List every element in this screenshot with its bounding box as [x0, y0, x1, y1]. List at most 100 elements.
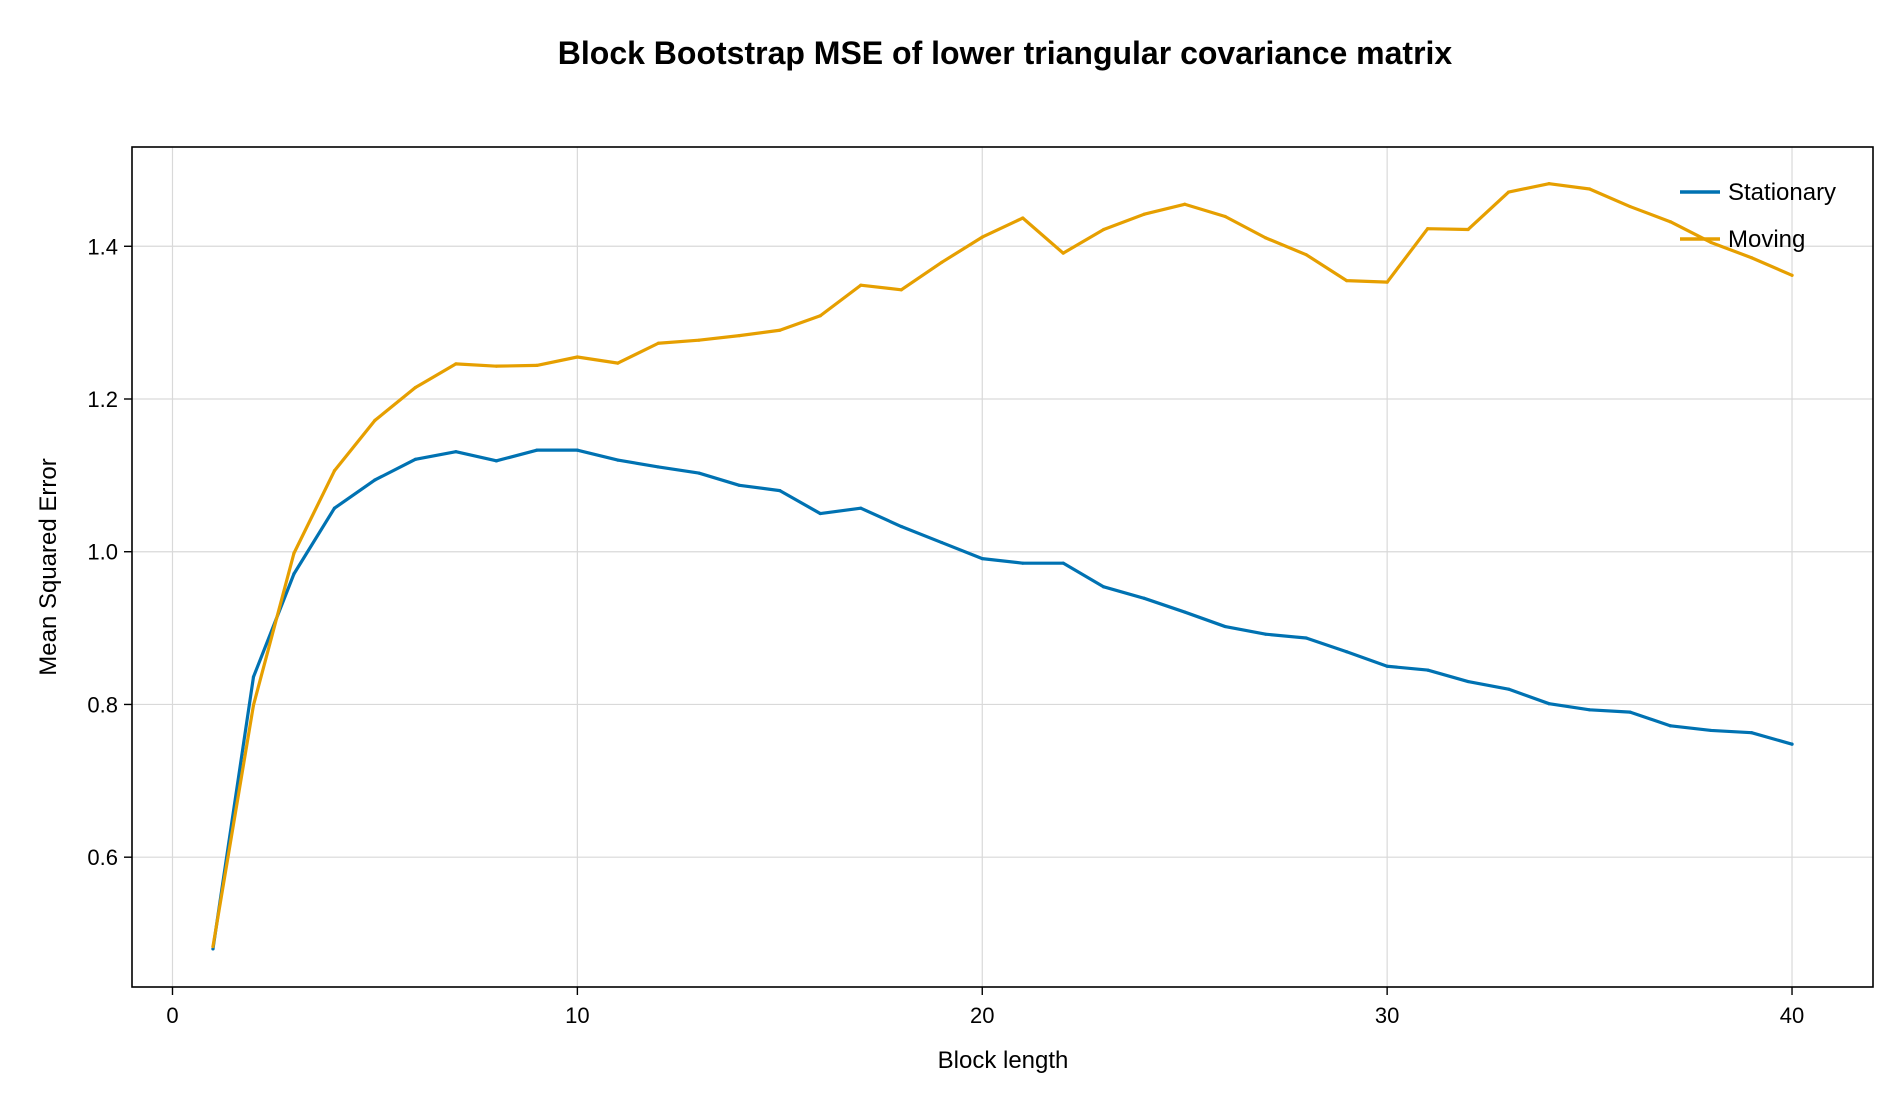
series-line-stationary	[211, 448, 1794, 951]
data-point-stationary	[616, 458, 620, 462]
data-point-stationary	[1385, 664, 1389, 668]
data-point-moving	[1304, 253, 1308, 257]
y-tick-label: 0.8	[87, 692, 118, 717]
data-point-stationary	[1668, 724, 1673, 728]
data-point-stationary	[1142, 596, 1146, 600]
data-point-moving	[1021, 216, 1025, 220]
series-group	[211, 182, 1794, 951]
data-point-moving	[1061, 251, 1065, 255]
data-point-stationary	[1749, 731, 1754, 735]
data-point-moving	[1264, 236, 1268, 240]
data-point-moving	[292, 551, 296, 555]
data-point-stationary	[818, 511, 822, 516]
data-point-moving	[1547, 182, 1551, 186]
data-point-stationary	[859, 506, 863, 510]
data-point-moving	[1587, 187, 1592, 191]
data-point-moving	[251, 703, 256, 707]
data-point-moving	[332, 469, 337, 473]
data-point-stationary	[1304, 636, 1308, 640]
data-point-stationary	[1223, 624, 1227, 629]
data-point-stationary	[940, 540, 944, 545]
data-point-moving	[1709, 240, 1713, 245]
data-point-stationary	[332, 506, 337, 510]
data-point-stationary	[778, 489, 782, 493]
data-point-stationary	[697, 471, 701, 475]
data-point-stationary	[737, 483, 741, 487]
data-point-moving	[1183, 202, 1187, 206]
data-point-moving	[1385, 280, 1389, 284]
x-tick-label: 10	[565, 1003, 589, 1028]
data-point-stationary	[1466, 679, 1470, 684]
legend: Stationary Moving	[1680, 179, 1836, 253]
data-point-moving	[373, 418, 377, 422]
data-point-moving	[697, 338, 701, 342]
data-point-moving	[211, 944, 215, 949]
data-point-stationary	[251, 675, 256, 679]
grid	[132, 147, 1873, 987]
data-point-stationary	[1790, 742, 1794, 746]
data-point-moving	[1668, 220, 1673, 224]
data-point-stationary	[1061, 561, 1065, 565]
data-point-moving	[1102, 227, 1106, 232]
data-point-moving	[454, 362, 458, 366]
data-point-stationary	[1547, 702, 1551, 706]
legend-label-moving: Moving	[1728, 226, 1805, 253]
data-point-moving	[1507, 190, 1511, 194]
data-point-stationary	[494, 459, 498, 463]
legend-label-stationary: Stationary	[1728, 179, 1836, 206]
data-point-stationary	[980, 557, 984, 561]
data-point-moving	[1426, 227, 1430, 231]
data-point-stationary	[1021, 561, 1025, 565]
data-point-moving	[1142, 212, 1146, 216]
data-point-stationary	[899, 524, 903, 529]
data-point-moving	[737, 334, 741, 338]
data-point-stationary	[1102, 585, 1106, 589]
data-point-stationary	[575, 448, 579, 452]
data-point-stationary	[1587, 708, 1592, 712]
series-line-moving	[211, 182, 1794, 949]
data-point-stationary	[1507, 687, 1511, 691]
data-point-moving	[494, 364, 498, 368]
data-point-stationary	[1426, 668, 1430, 672]
data-point-stationary	[1183, 610, 1187, 614]
y-tick-label: 1.2	[87, 387, 118, 412]
y-tick-label: 0.6	[87, 845, 118, 870]
data-point-moving	[575, 355, 579, 359]
data-point-moving	[616, 361, 620, 365]
data-point-moving	[1749, 256, 1754, 260]
data-point-stationary	[1345, 650, 1349, 654]
data-point-moving	[413, 385, 418, 390]
x-tick-label: 20	[970, 1003, 994, 1028]
x-axis-label: Block length	[938, 1047, 1069, 1074]
data-point-stationary	[1264, 632, 1268, 636]
data-point-moving	[1223, 214, 1227, 219]
data-point-moving	[940, 260, 944, 264]
data-point-moving	[656, 341, 660, 345]
chart-title: Block Bootstrap MSE of lower triangular …	[558, 35, 1453, 71]
y-axis-label: Mean Squared Error	[35, 458, 62, 675]
data-point-stationary	[292, 572, 296, 576]
data-point-moving	[1790, 273, 1794, 277]
data-point-stationary	[1628, 710, 1632, 714]
data-point-moving	[1628, 204, 1632, 209]
data-point-stationary	[1709, 728, 1713, 733]
data-point-moving	[859, 283, 863, 287]
data-point-moving	[535, 363, 539, 367]
y-tick-label: 1.4	[87, 234, 118, 259]
axis-ticks: 0 10 20 30 40 0.6 0.8 1.0 1.2 1.4	[87, 234, 1804, 1028]
data-point-stationary	[535, 448, 539, 452]
data-point-moving	[778, 328, 782, 332]
data-point-stationary	[211, 947, 215, 951]
data-point-moving	[818, 314, 822, 318]
x-tick-label: 0	[166, 1003, 178, 1028]
plot-frame	[131, 146, 1874, 988]
x-tick-label: 30	[1375, 1003, 1399, 1028]
data-point-moving	[1345, 279, 1349, 283]
data-point-stationary	[656, 465, 660, 469]
data-point-stationary	[454, 450, 458, 454]
data-point-moving	[899, 288, 903, 292]
data-point-stationary	[373, 478, 377, 482]
data-point-moving	[980, 235, 984, 239]
data-point-moving	[1466, 227, 1470, 232]
